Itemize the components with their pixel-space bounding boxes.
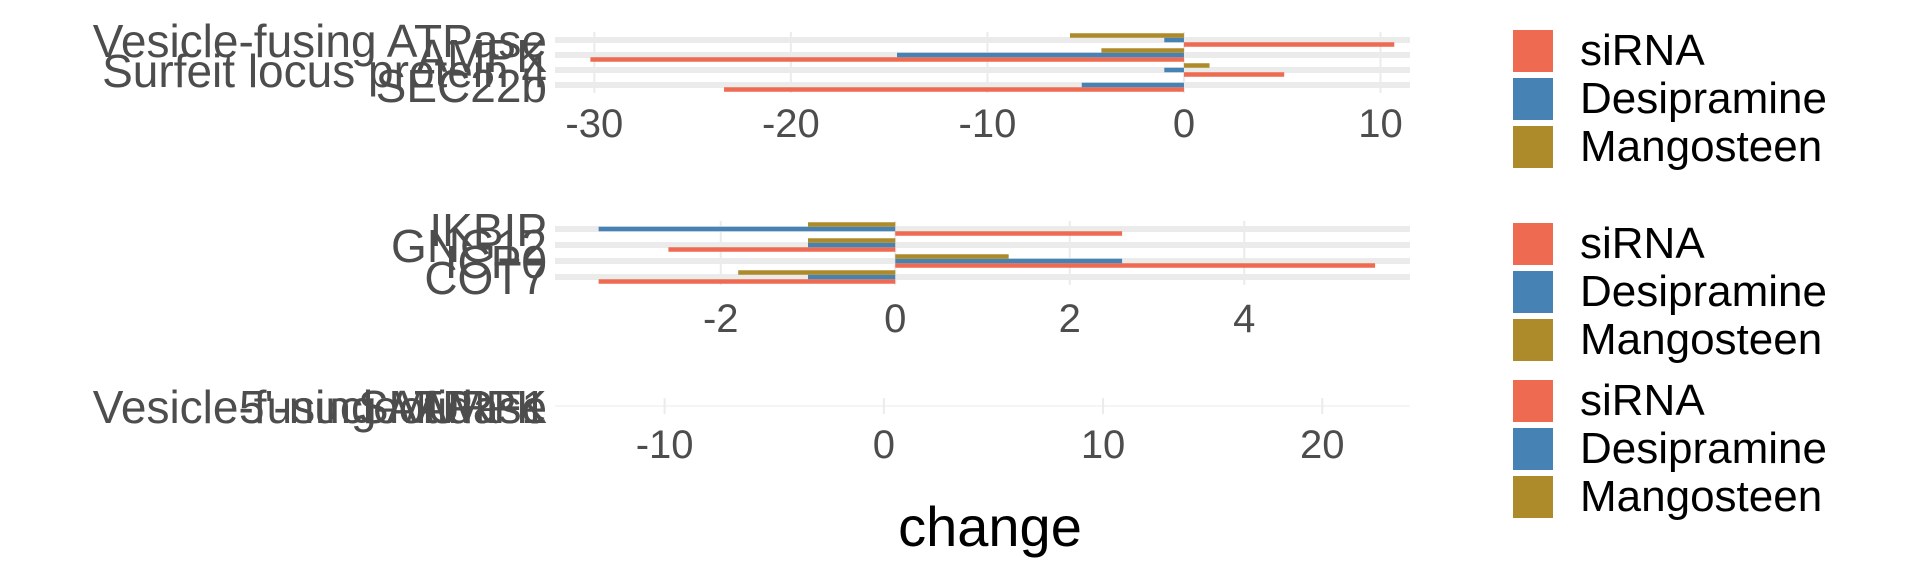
- category-label: GNG12: [391, 220, 547, 272]
- bar-mangosteen-2: [895, 254, 1009, 259]
- category-label: AMPK: [417, 30, 548, 82]
- bar-desipramine-2: [1164, 67, 1184, 73]
- legend-label: siRNA: [1580, 26, 1705, 75]
- x-tick-label: 0: [873, 423, 895, 467]
- legend-swatch-desipramine: [1513, 78, 1553, 120]
- x-tick-label: -30: [565, 102, 623, 146]
- x-tick-label: 2: [1059, 297, 1081, 341]
- bar-sirna-2: [895, 263, 1376, 268]
- x-tick-label: 0: [1173, 102, 1195, 146]
- bar-desipramine-3: [1081, 82, 1184, 88]
- legend-label: Mangosteen: [1580, 315, 1822, 364]
- category-label: Vesicle-fusing ATPase: [93, 15, 547, 67]
- bar-sirna-1: [590, 57, 1184, 62]
- category-label: SEC22b: [376, 60, 547, 112]
- legend-swatch-sirna: [1513, 30, 1553, 72]
- x-tick-label: 0: [884, 297, 906, 341]
- bar-desipramine-0: [1164, 37, 1184, 43]
- legend-label: Desipramine: [1580, 74, 1827, 123]
- bar-sirna-0: [895, 231, 1123, 236]
- category-label: IKBIP: [429, 204, 547, 256]
- bar-desipramine-2: [895, 258, 1123, 264]
- x-tick-label: -2: [703, 297, 739, 341]
- bar-mangosteen-0: [1069, 33, 1184, 38]
- x-tick-label: 10: [1081, 423, 1126, 467]
- x-tick-label: 4: [1233, 297, 1255, 341]
- x-tick-label: -10: [636, 423, 694, 467]
- legend-swatch-mangosteen: [1513, 126, 1553, 168]
- legend-label: Mangosteen: [1580, 122, 1822, 171]
- category-label: SMURF1: [358, 381, 547, 433]
- legend-swatch-sirna: [1513, 380, 1553, 422]
- legend-label: Desipramine: [1580, 424, 1827, 473]
- category-label: COT7: [424, 252, 547, 304]
- bar-sirna-3: [598, 279, 896, 284]
- bar-desipramine-1: [808, 242, 896, 248]
- legend-swatch-desipramine: [1513, 428, 1553, 470]
- legend-swatch-mangosteen: [1513, 319, 1553, 361]
- bar-sirna-1: [668, 247, 896, 252]
- x-tick-label: -20: [762, 102, 820, 146]
- legend-label: Desipramine: [1580, 267, 1827, 316]
- legend-label: siRNA: [1580, 219, 1705, 268]
- legend-swatch-mangosteen: [1513, 476, 1553, 518]
- x-tick-label: 20: [1300, 423, 1345, 467]
- bar-desipramine-1: [897, 52, 1184, 58]
- bar-mangosteen-1: [1101, 48, 1184, 53]
- legend-swatch-desipramine: [1513, 271, 1553, 313]
- category-label: Surfeit locus protein 4: [102, 45, 547, 97]
- bar-sirna-3: [724, 87, 1184, 92]
- x-tick-label: 10: [1358, 102, 1403, 146]
- bar-mangosteen-3: [738, 270, 896, 275]
- category-label: 5'-nucleotidase: [239, 381, 547, 433]
- bar-desipramine-3: [808, 274, 896, 280]
- bar-mangosteen-0: [808, 222, 896, 227]
- bar-mangosteen-2: [1183, 63, 1210, 68]
- x-tick-label: -10: [959, 102, 1017, 146]
- bar-sirna-2: [1183, 72, 1285, 77]
- bar-sirna-0: [1183, 42, 1395, 47]
- category-label: Vesicle-fusing ATPase: [93, 381, 547, 433]
- legend-swatch-sirna: [1513, 223, 1553, 265]
- x-axis-title: change: [898, 495, 1082, 558]
- category-label: ICP0: [445, 236, 547, 288]
- legend-label: siRNA: [1580, 376, 1705, 425]
- facet-panel-3: Vesicle-fusing ATPase5'-nucleotidaseSMUR…: [93, 376, 1827, 521]
- bar-desipramine-0: [598, 226, 896, 232]
- bar-mangosteen-1: [808, 238, 896, 243]
- legend-label: Mangosteen: [1580, 472, 1822, 521]
- category-label: AMPK: [417, 381, 548, 433]
